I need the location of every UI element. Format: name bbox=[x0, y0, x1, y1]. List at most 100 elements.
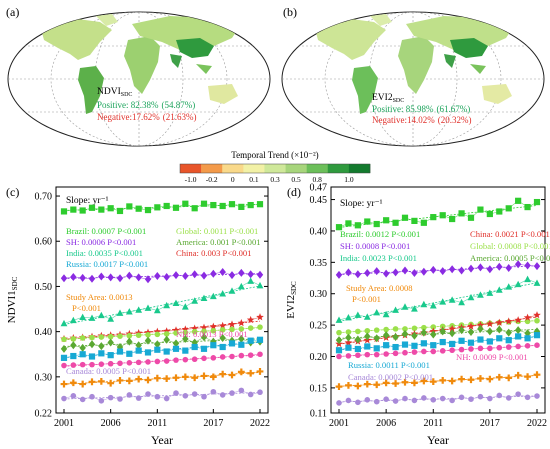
data-point bbox=[383, 217, 390, 224]
data-point bbox=[401, 329, 409, 338]
data-point bbox=[219, 333, 226, 342]
panel-label-c: (c) bbox=[6, 185, 19, 199]
data-point bbox=[256, 201, 264, 208]
data-point bbox=[200, 345, 208, 352]
data-point bbox=[449, 397, 455, 404]
data-point bbox=[182, 393, 189, 399]
data-point bbox=[79, 207, 86, 214]
x-tick-label: 2022 bbox=[527, 418, 547, 429]
map-graticule-a bbox=[8, 12, 270, 146]
map-panel-a: (a) NDVISDC bbox=[6, 5, 271, 147]
data-point bbox=[448, 265, 456, 274]
data-point bbox=[107, 352, 114, 359]
y-tick-label: 0.47 bbox=[310, 183, 328, 194]
data-point bbox=[505, 263, 512, 272]
data-point bbox=[200, 333, 208, 342]
data-point bbox=[172, 299, 180, 306]
data-point bbox=[392, 380, 399, 387]
data-point bbox=[373, 220, 380, 228]
colorbar-tick-label: 0.1 bbox=[249, 175, 259, 184]
data-point bbox=[144, 349, 152, 356]
data-point bbox=[515, 333, 522, 340]
data-point bbox=[61, 395, 67, 402]
data-point bbox=[439, 212, 446, 219]
data-point bbox=[524, 335, 531, 342]
data-point bbox=[135, 332, 142, 339]
data-point bbox=[533, 332, 541, 339]
series-line bbox=[63, 203, 261, 212]
data-point bbox=[448, 324, 456, 333]
annotation-nh: NH: 0.0009 P<0.001 bbox=[456, 352, 528, 362]
data-point bbox=[345, 329, 352, 335]
data-point bbox=[458, 210, 465, 217]
data-point bbox=[238, 334, 245, 343]
map-b-negative-value: 14.02% bbox=[407, 115, 435, 125]
data-point bbox=[79, 335, 86, 341]
data-point bbox=[401, 341, 409, 348]
data-point bbox=[116, 348, 124, 355]
annotation-russia: Russia: 0.0011 P<0.001 bbox=[348, 360, 430, 370]
annotation-study_area: Study Area: 0.0013 bbox=[66, 292, 133, 302]
data-point bbox=[219, 290, 227, 297]
data-point bbox=[514, 260, 522, 269]
data-point bbox=[373, 381, 381, 389]
data-point bbox=[116, 377, 124, 384]
x-axis-c: 2001 2006 2011 2017 2022 bbox=[54, 409, 270, 429]
y-axis-title-c: NDVI1SDC bbox=[6, 276, 19, 323]
data-point bbox=[411, 305, 418, 312]
data-point bbox=[449, 340, 456, 348]
annotation-china: China: 0.0021 P<0.001 bbox=[470, 229, 550, 239]
data-point bbox=[238, 326, 245, 332]
map-b-negative: Negative:14.02% (20.32%) bbox=[372, 115, 472, 125]
colorbar-cell bbox=[285, 164, 307, 173]
annotation-brazil: Brazil: 0.0007 P<0.001 bbox=[66, 226, 146, 236]
data-point bbox=[153, 374, 161, 382]
x-tick-label: 2006 bbox=[101, 418, 121, 429]
data-point bbox=[145, 332, 151, 338]
x-axis-d: 2001 2006 2011 2017 2022 bbox=[329, 409, 547, 429]
data-point bbox=[411, 349, 418, 355]
series-line bbox=[338, 344, 538, 357]
data-point bbox=[392, 398, 399, 404]
data-point bbox=[477, 324, 484, 333]
map-a-index: NDVISDC bbox=[97, 87, 132, 98]
slope-title-d: Slope: yr⁻¹ bbox=[340, 199, 383, 209]
data-point bbox=[219, 392, 226, 398]
data-point bbox=[163, 335, 170, 344]
data-point bbox=[182, 329, 189, 336]
data-point bbox=[486, 327, 494, 336]
data-point bbox=[354, 335, 362, 344]
data-point bbox=[448, 377, 456, 385]
data-point bbox=[144, 206, 152, 214]
data-point bbox=[514, 326, 522, 335]
series-line bbox=[63, 316, 261, 340]
data-point bbox=[439, 348, 446, 354]
data-point bbox=[373, 351, 380, 358]
data-point bbox=[247, 270, 254, 279]
data-point bbox=[439, 267, 446, 276]
y-tick-label: 0.30 bbox=[310, 289, 328, 300]
map-a-positive: Positive: 82.38% (54.87%) bbox=[97, 100, 195, 110]
x-tick-label: 2017 bbox=[203, 418, 223, 429]
data-point bbox=[355, 328, 361, 335]
data-point bbox=[190, 324, 199, 332]
map-a-negative: Negative:17.62% (21.63%) bbox=[97, 112, 197, 122]
data-point bbox=[363, 380, 371, 388]
data-point bbox=[107, 338, 114, 347]
series-global bbox=[61, 324, 263, 343]
data-point bbox=[60, 354, 68, 361]
data-point bbox=[411, 379, 418, 387]
data-point bbox=[373, 327, 380, 333]
series-india bbox=[60, 277, 264, 327]
data-point bbox=[468, 346, 474, 352]
data-point bbox=[524, 373, 531, 380]
data-point bbox=[345, 268, 352, 277]
data-point bbox=[354, 222, 361, 229]
trend-line bbox=[63, 203, 261, 211]
data-point bbox=[219, 267, 226, 276]
data-point bbox=[515, 197, 522, 204]
data-point bbox=[257, 351, 263, 358]
data-point bbox=[98, 361, 105, 367]
data-point bbox=[79, 361, 86, 368]
data-point bbox=[153, 306, 161, 314]
